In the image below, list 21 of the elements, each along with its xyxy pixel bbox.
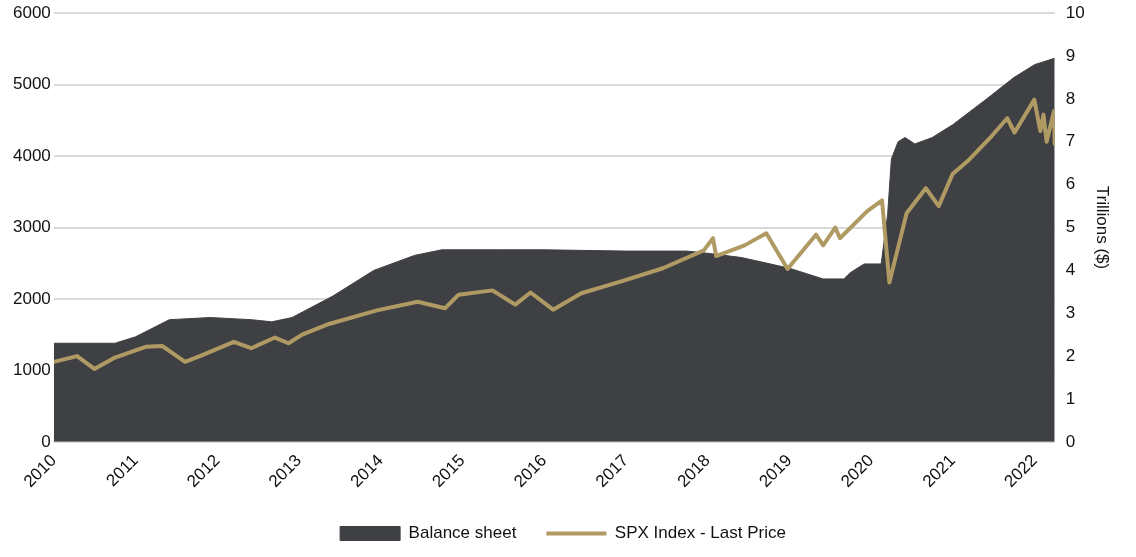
y-tick-label: 5000: [12, 74, 51, 94]
y-tick-label: 2000: [12, 288, 51, 308]
y-tick-label: 6000: [12, 2, 51, 22]
y2-axis-title: Trillions ($): [1093, 185, 1113, 270]
legend-label: Balance sheet: [408, 523, 517, 543]
y2-tick-label: 3: [1065, 302, 1076, 322]
y-tick-label: 0: [41, 431, 51, 451]
y2-tick-label: 4: [1065, 260, 1076, 280]
y2-tick-label: 5: [1065, 217, 1076, 237]
y2-tick-label: 2: [1065, 345, 1076, 365]
y2-tick-label: 10: [1065, 2, 1085, 22]
y-tick-label: 3000: [12, 217, 51, 237]
y2-tick-label: 7: [1065, 131, 1076, 151]
y2-tick-label: 6: [1065, 174, 1076, 194]
y2-tick-label: 0: [1065, 431, 1076, 451]
y2-tick-label: 9: [1065, 45, 1076, 65]
y2-tick-label: 8: [1065, 88, 1076, 108]
y2-tick-label: 1: [1065, 388, 1076, 408]
y-tick-label: 4000: [12, 145, 51, 165]
legend-label: SPX Index - Last Price: [614, 523, 786, 543]
y-tick-label: 1000: [12, 360, 51, 380]
